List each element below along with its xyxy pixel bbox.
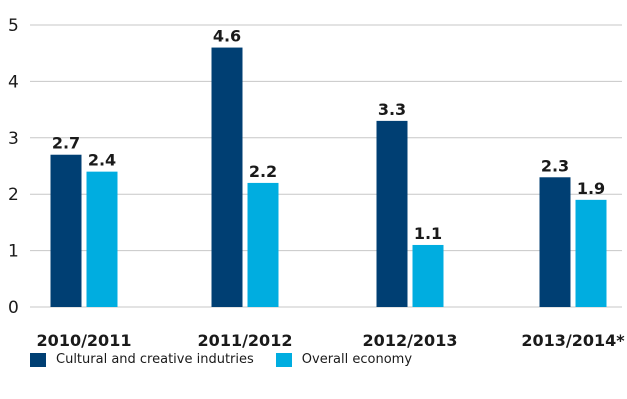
bar	[412, 244, 444, 307]
y-tick-label: 1	[8, 242, 19, 262]
bar	[376, 120, 408, 307]
y-tick-label: 5	[8, 16, 19, 36]
legend-swatch-cultural	[30, 352, 46, 367]
data-label: 1.1	[414, 224, 442, 243]
data-label: 1.9	[577, 179, 605, 198]
bar	[211, 47, 243, 308]
legend-label-cultural: Cultural and creative indutries	[56, 352, 254, 367]
legend-label-overall: Overall economy	[301, 352, 413, 367]
bar	[539, 177, 571, 307]
bar	[50, 154, 82, 307]
data-label: 2.3	[541, 156, 569, 175]
data-label: 2.2	[249, 162, 277, 181]
bar	[575, 199, 607, 307]
y-tick-label: 3	[8, 129, 19, 149]
x-tick-label: 2010/2011	[37, 331, 132, 350]
x-tick-label: 2013/2014*	[521, 331, 625, 350]
data-label: 2.4	[88, 151, 116, 170]
data-label: 2.7	[52, 134, 80, 153]
legend-item-cultural: Cultural and creative indutries	[30, 352, 254, 367]
legend-swatch-overall	[275, 352, 292, 367]
legend: Cultural and creative indutries Overall …	[30, 352, 434, 367]
data-label: 3.3	[378, 100, 406, 119]
y-tick-label: 0	[8, 298, 19, 318]
bar	[247, 182, 279, 307]
y-tick-label: 4	[8, 72, 19, 92]
data-label: 4.6	[213, 27, 241, 46]
x-tick-label: 2011/2012	[198, 331, 293, 350]
x-tick-label: 2012/2013	[363, 331, 458, 350]
bar	[86, 171, 118, 307]
y-tick-label: 2	[8, 185, 19, 205]
legend-item-overall: Overall economy	[275, 352, 413, 367]
